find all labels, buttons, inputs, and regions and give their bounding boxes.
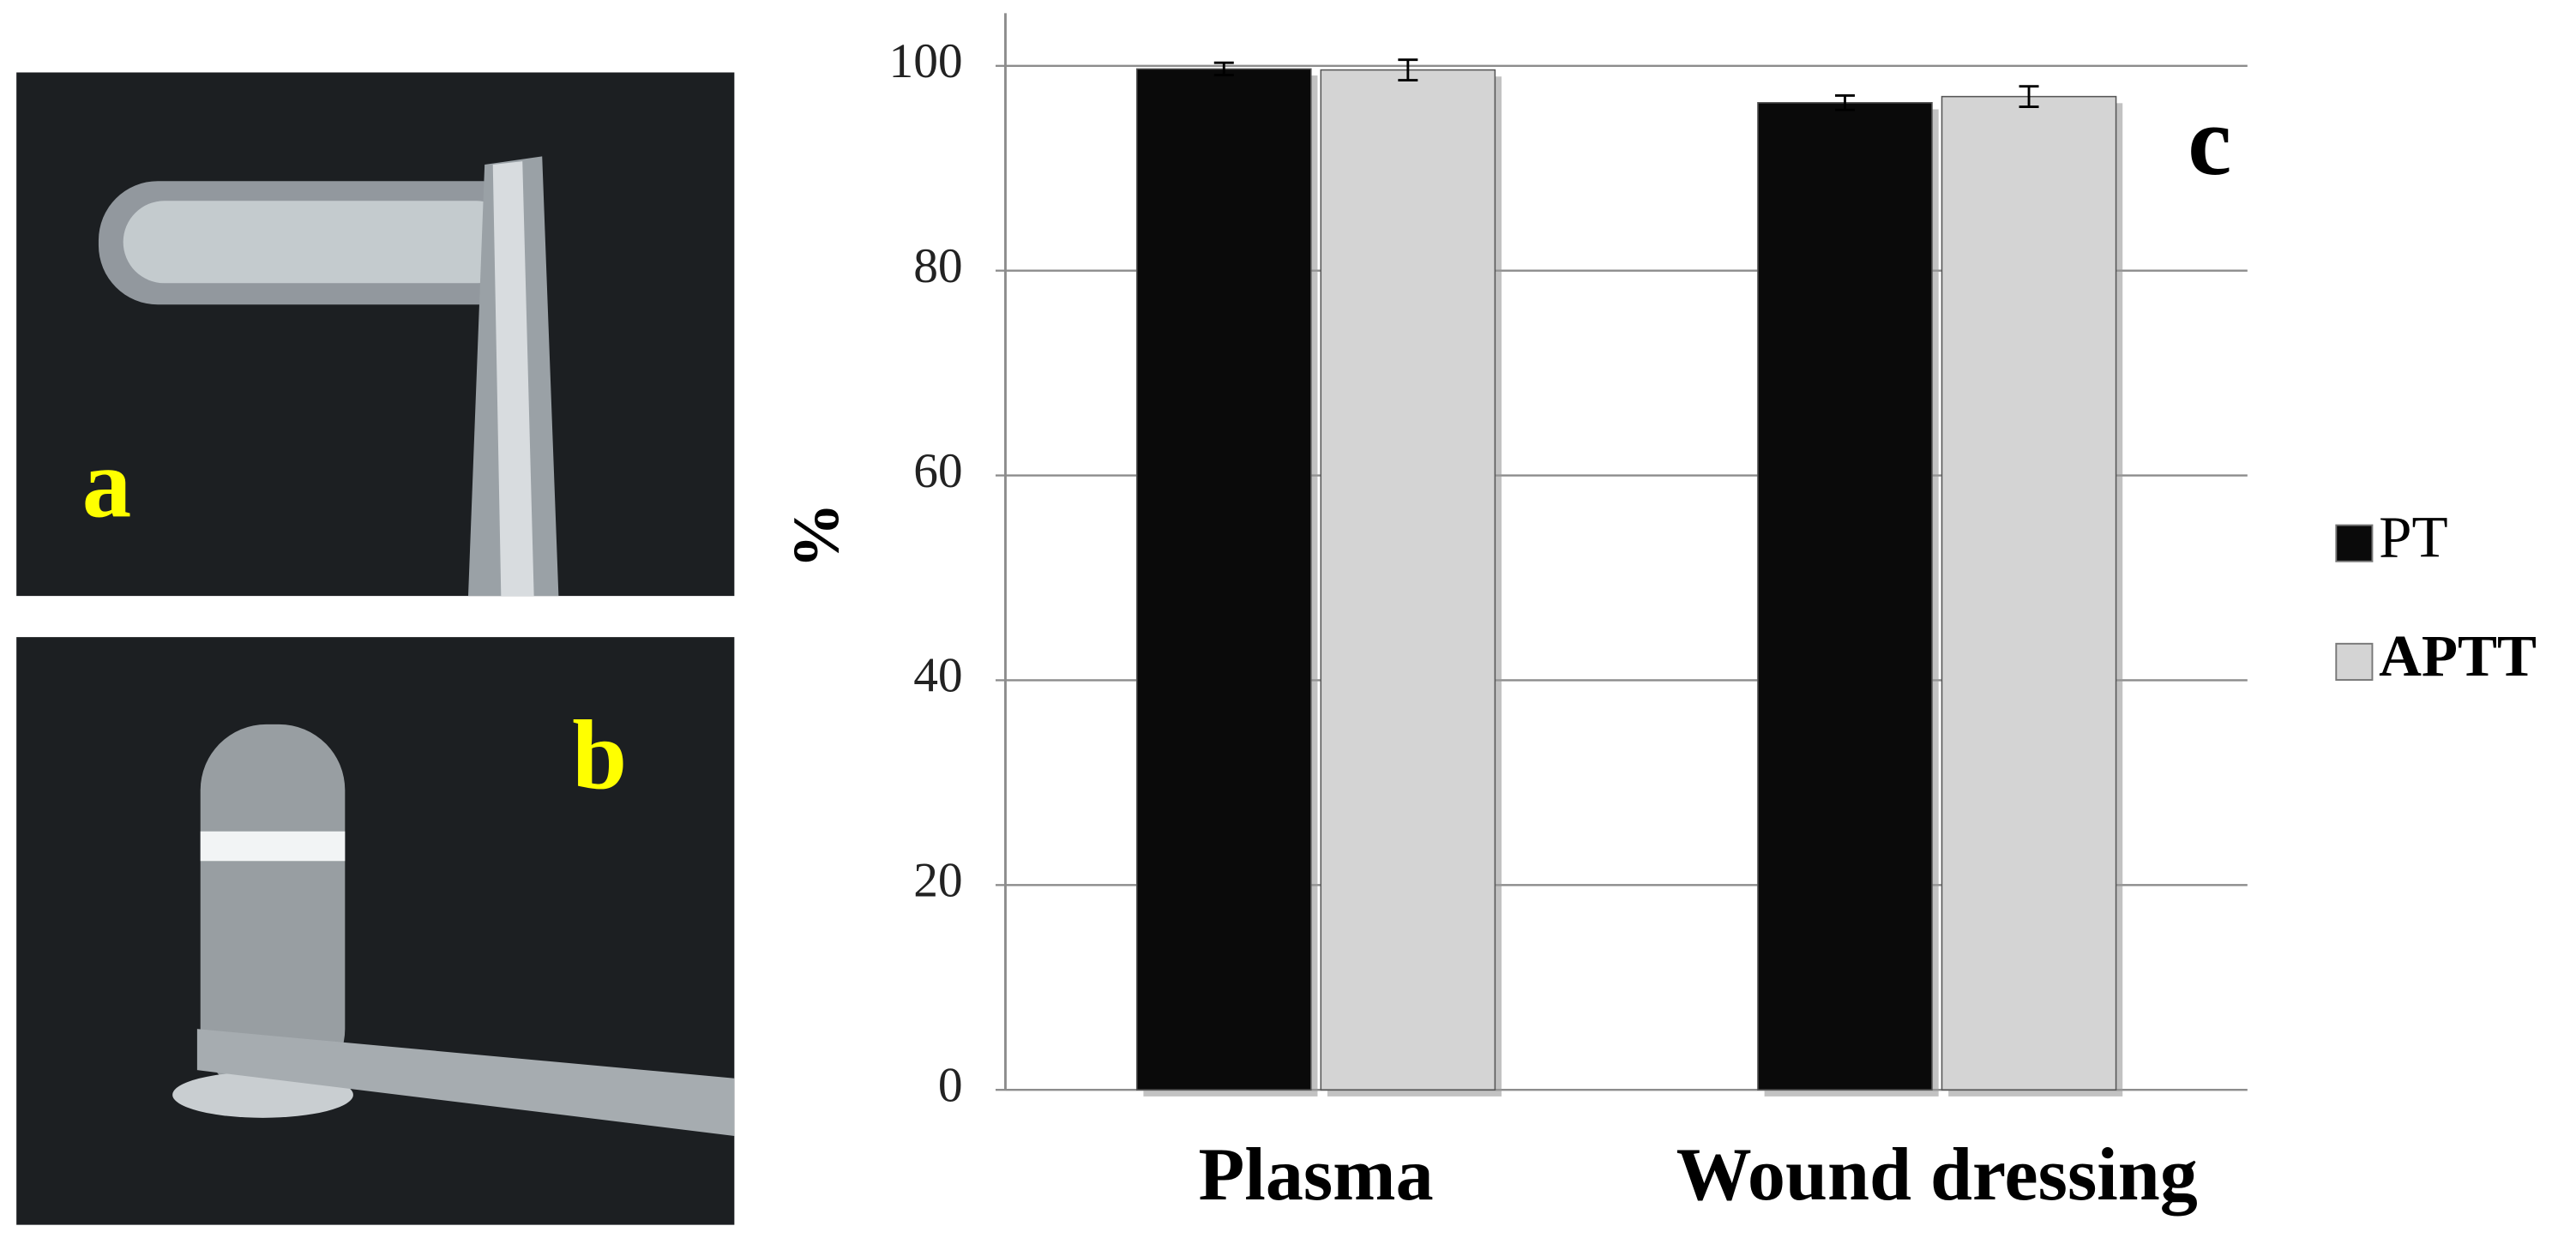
legend-swatch bbox=[2335, 642, 2374, 682]
y-tick-label: 20 bbox=[913, 853, 962, 907]
bar bbox=[1941, 95, 2117, 1091]
bar bbox=[1135, 68, 1312, 1091]
bar bbox=[1320, 69, 1496, 1091]
error-bar bbox=[1398, 58, 1418, 81]
y-tick-label: 40 bbox=[913, 649, 962, 703]
photo-b: b bbox=[16, 637, 735, 1225]
y-tick-label: 60 bbox=[913, 444, 962, 498]
y-tick-label: 0 bbox=[938, 1058, 963, 1112]
y-tick-label: 80 bbox=[913, 239, 962, 293]
error-bar bbox=[2019, 85, 2039, 109]
panel-label: a bbox=[82, 428, 131, 538]
y-tick-label: 100 bbox=[888, 34, 962, 88]
x-tick-label: Wound dressing bbox=[1676, 1133, 2198, 1217]
y-axis-label: % bbox=[780, 502, 853, 568]
photo-a: a bbox=[16, 72, 735, 597]
error-bar bbox=[1213, 61, 1234, 76]
legend-swatch bbox=[2335, 524, 2374, 562]
panel-label: b bbox=[572, 700, 627, 809]
panel-label: c bbox=[2188, 86, 2231, 195]
x-tick-label: Plasma bbox=[1199, 1133, 1434, 1217]
error-bar bbox=[1834, 94, 1855, 111]
legend-label: PT bbox=[2379, 503, 2447, 569]
legend-label: APTT bbox=[2379, 622, 2537, 688]
bar bbox=[1757, 102, 1933, 1091]
